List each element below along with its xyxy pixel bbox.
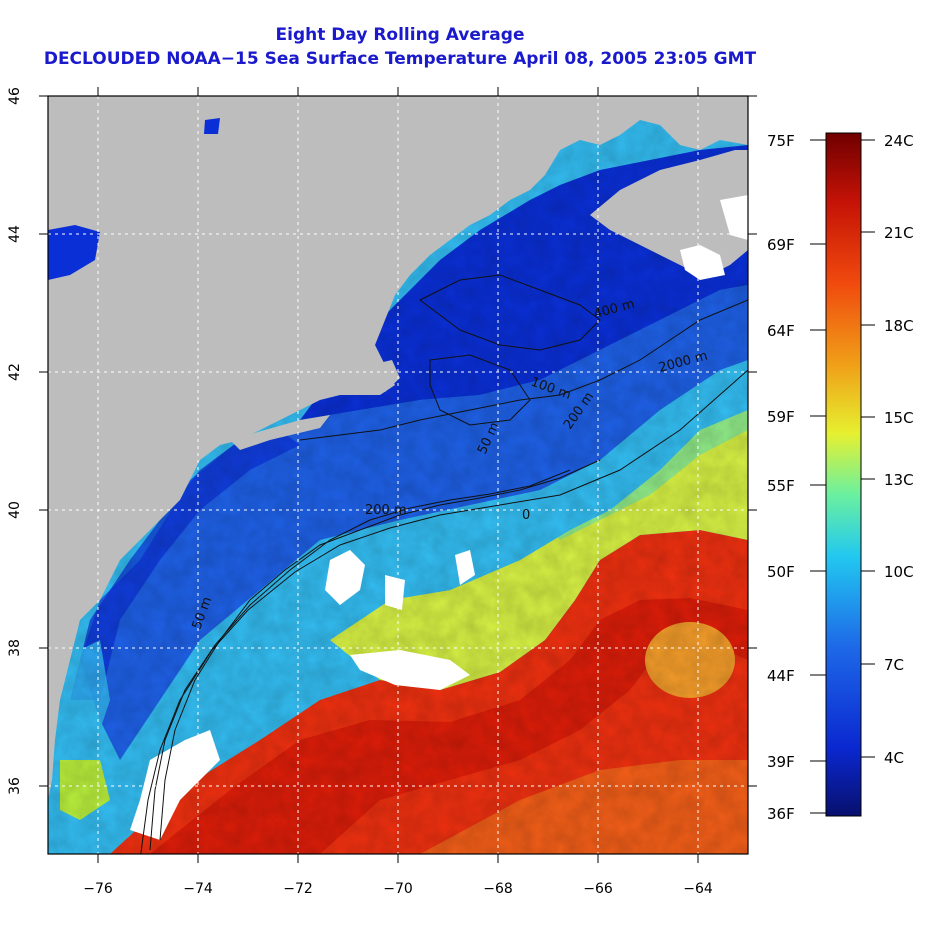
cloud-gap-ns-2 bbox=[720, 195, 748, 240]
lon-tick-label: −68 bbox=[483, 881, 513, 897]
fahrenheit-label: 39F bbox=[767, 753, 795, 771]
colorbar bbox=[825, 132, 862, 817]
map-subtitle: DECLOUDED NOAA−15 Sea Surface Temperatur… bbox=[43, 49, 757, 69]
inland-water-north bbox=[48, 225, 100, 280]
lon-tick-label: −76 bbox=[83, 881, 113, 897]
depth-label-7: 0 bbox=[522, 508, 530, 523]
land-cape-cod bbox=[370, 360, 400, 392]
lat-tick-label: 38 bbox=[7, 639, 23, 657]
tick-marks bbox=[39, 87, 757, 863]
inland-water-north-2 bbox=[204, 118, 220, 134]
colorbar-celsius: 24C 21C 18C 15C 13C 10C 7C 4C bbox=[861, 132, 914, 767]
depth-label-1: 200 m bbox=[365, 503, 407, 518]
lon-tick-label: −64 bbox=[683, 881, 713, 897]
lon-tick-label: −70 bbox=[383, 881, 413, 897]
contour-gom-2 bbox=[429, 354, 531, 426]
land-north-america bbox=[48, 96, 748, 800]
lat-tick-label: 40 bbox=[7, 501, 23, 519]
fahrenheit-label: 59F bbox=[767, 408, 795, 426]
land-nova-scotia bbox=[590, 150, 748, 275]
contour-shelf-inner bbox=[299, 299, 748, 441]
contour-gom-1 bbox=[419, 274, 601, 351]
latitude-axis: 36 38 40 42 44 46 bbox=[7, 87, 23, 795]
map-title: Eight Day Rolling Average bbox=[275, 25, 525, 45]
celsius-label: 13C bbox=[884, 471, 914, 489]
longitude-axis: −76 −74 −72 −70 −68 −66 −64 bbox=[83, 881, 713, 897]
lat-tick-label: 44 bbox=[7, 225, 23, 243]
cloud-gap-east bbox=[455, 550, 475, 585]
fahrenheit-label: 44F bbox=[767, 667, 795, 685]
fahrenheit-label: 36F bbox=[767, 805, 795, 823]
fahrenheit-label: 55F bbox=[767, 477, 795, 495]
map-panel: 50 m 200 m 400 m 2000 m 50 m 100 m 200 m… bbox=[48, 96, 748, 854]
lon-tick-label: −74 bbox=[183, 881, 213, 897]
lat-tick-label: 36 bbox=[7, 777, 23, 795]
cloud-gap-coast bbox=[130, 730, 220, 840]
fahrenheit-label: 69F bbox=[767, 236, 795, 254]
cloud-gap-central-2 bbox=[385, 575, 405, 610]
cloud-gap-ns bbox=[680, 245, 725, 280]
fahrenheit-label: 50F bbox=[767, 563, 795, 581]
celsius-label: 4C bbox=[884, 749, 904, 767]
celsius-label: 10C bbox=[884, 563, 914, 581]
cloud-gap-south bbox=[350, 650, 470, 690]
contour-200m bbox=[149, 469, 571, 851]
lat-tick-label: 46 bbox=[7, 87, 23, 105]
land-long-island bbox=[230, 415, 330, 450]
colorbar-fahrenheit: 75F 69F 64F 59F 55F 50F 44F 39F 36F bbox=[767, 132, 826, 823]
fahrenheit-label: 64F bbox=[767, 322, 795, 340]
celsius-label: 21C bbox=[884, 224, 914, 242]
contour-50m bbox=[159, 459, 601, 841]
bathymetry-contours bbox=[140, 274, 748, 854]
celsius-label: 18C bbox=[884, 317, 914, 335]
lon-tick-label: −66 bbox=[583, 881, 613, 897]
lon-tick-label: −72 bbox=[283, 881, 313, 897]
cloud-gap-central bbox=[325, 550, 365, 605]
contour-2000m bbox=[140, 369, 748, 854]
celsius-label: 24C bbox=[884, 132, 914, 150]
celsius-label: 15C bbox=[884, 409, 914, 427]
lat-tick-label: 42 bbox=[7, 363, 23, 381]
fahrenheit-label: 75F bbox=[767, 132, 795, 150]
lat-lon-grid bbox=[48, 96, 748, 854]
celsius-label: 7C bbox=[884, 656, 904, 674]
